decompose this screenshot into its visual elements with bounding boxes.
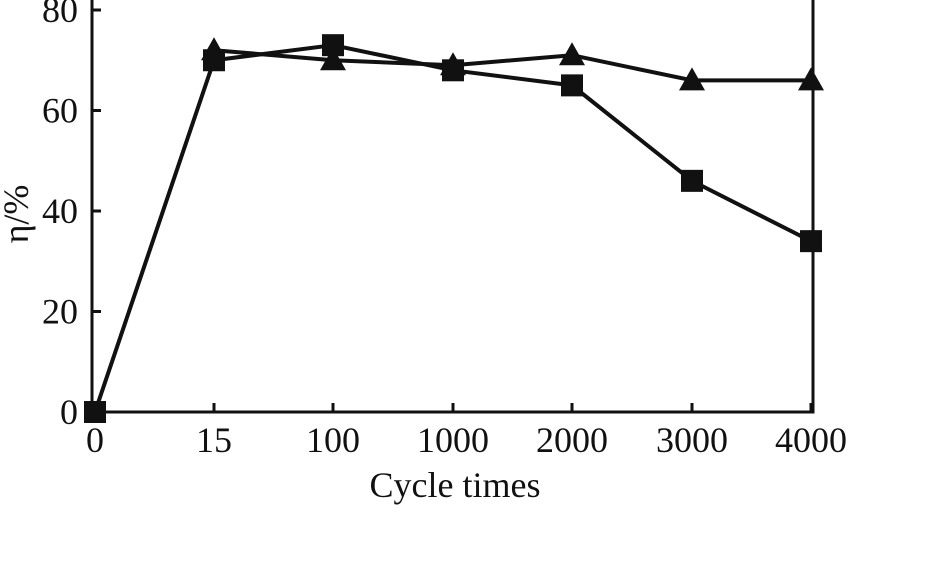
square-marker — [84, 401, 106, 423]
y-tick-label: 0 — [60, 392, 78, 432]
square-marker — [322, 34, 344, 57]
series-line-square — [93, 43, 812, 413]
triangle-marker — [798, 67, 824, 91]
x-tick-label: 15 — [196, 420, 232, 460]
triangle-marker — [320, 47, 346, 71]
triangle-marker — [559, 42, 585, 66]
y-tick-label: 80 — [42, 0, 78, 30]
x-tick-label: 100 — [306, 420, 360, 460]
x-tick-label: 4000 — [775, 420, 847, 460]
y-axis-title: η/% — [0, 185, 36, 244]
triangle-marker — [679, 67, 705, 91]
y-tick-label: 20 — [42, 292, 78, 332]
square-marker — [800, 230, 822, 253]
x-tick-label: 0 — [86, 420, 104, 460]
x-tick-label: 1000 — [417, 420, 489, 460]
square-marker — [561, 74, 583, 97]
y-tick-label: 60 — [42, 91, 78, 131]
series-line-triangle — [213, 48, 811, 83]
square-marker — [203, 49, 225, 72]
x-tick-label: 2000 — [536, 420, 608, 460]
square-marker — [442, 59, 464, 82]
square-marker — [681, 169, 703, 192]
x-axis-title: Cycle times — [370, 465, 541, 505]
y-tick-label: 40 — [42, 191, 78, 231]
x-tick-label: 3000 — [656, 420, 728, 460]
